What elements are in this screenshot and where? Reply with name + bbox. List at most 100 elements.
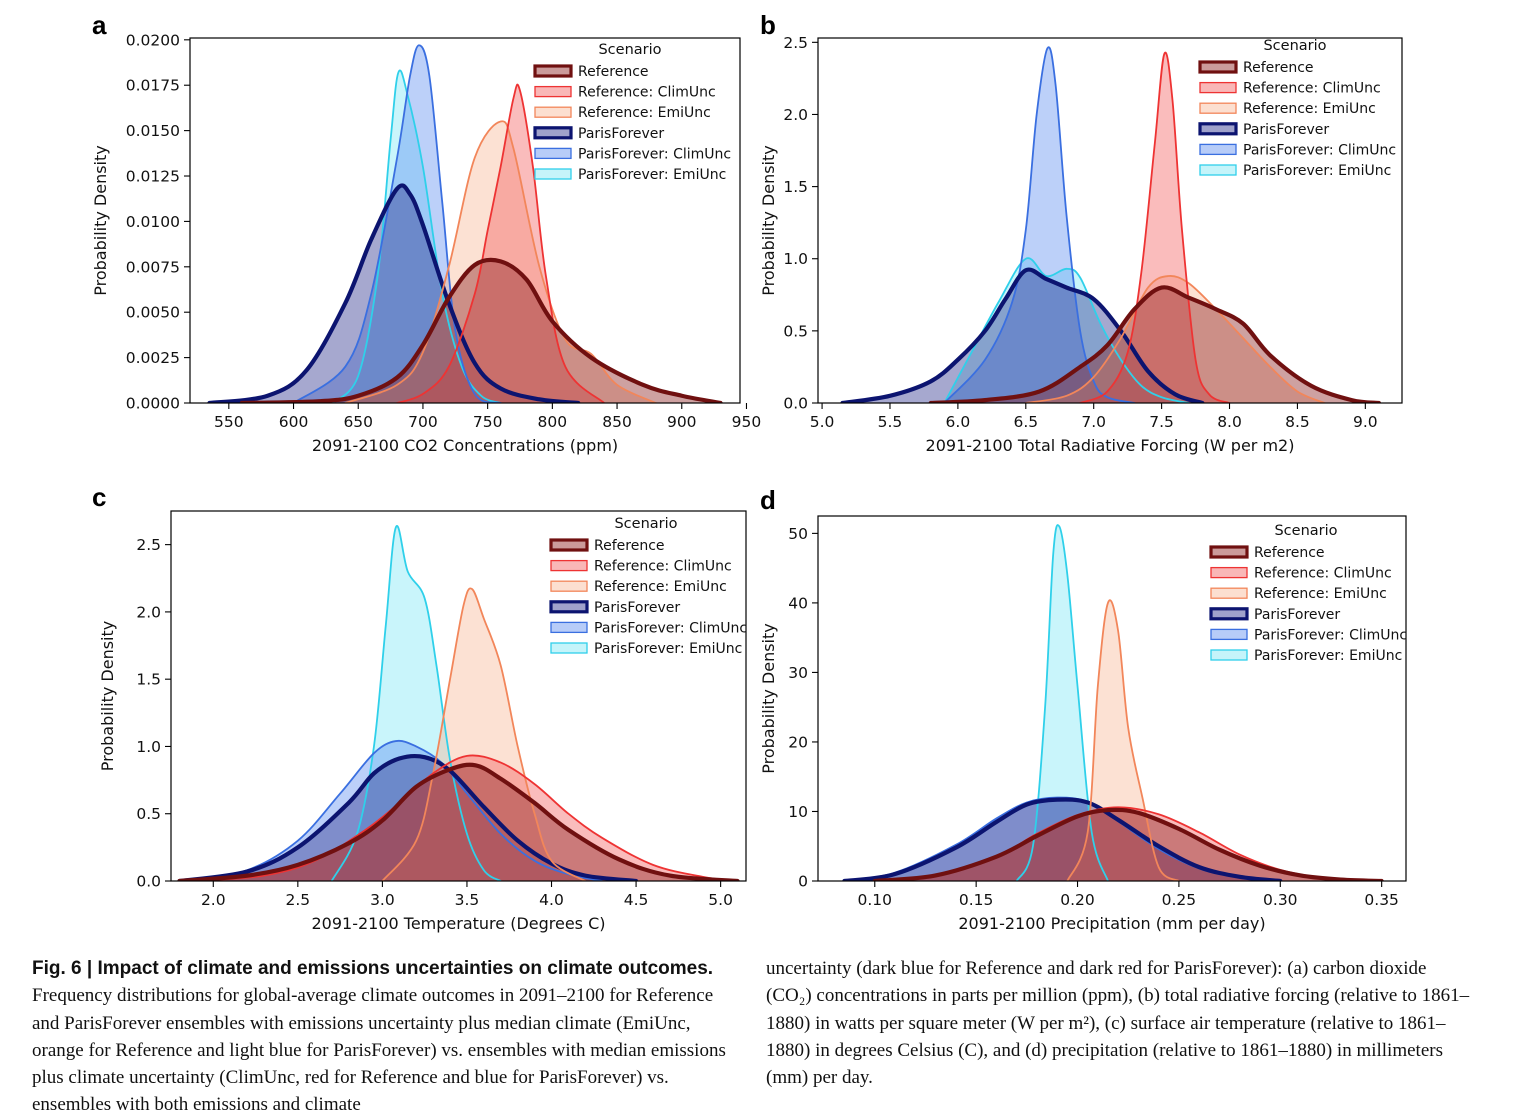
- legend-swatch: [1199, 81, 1237, 94]
- x-tick-label: 0.30: [1263, 891, 1298, 909]
- density-line-5: [943, 46, 1136, 403]
- x-tick-label: 650: [343, 413, 373, 431]
- plot-area: [207, 44, 723, 403]
- legend-entry: ParisForever: EmiUnc: [578, 167, 726, 183]
- x-tick-label: 5.0: [810, 413, 835, 431]
- y-tick-label: 30: [788, 664, 808, 682]
- y-tick-label: 0.0000: [126, 395, 180, 413]
- y-tick-label: 2.5: [136, 536, 161, 554]
- axes-frame: [170, 510, 747, 882]
- legend-swatch: [534, 147, 572, 160]
- legend-swatch: [549, 600, 589, 614]
- density-area-1: [930, 287, 1379, 403]
- density-area-1: [179, 764, 738, 881]
- legend: Scenario Reference Reference: ClimUnc Refer…: [533, 42, 731, 183]
- x-tick-label: 7.5: [1149, 413, 1174, 431]
- legend-title: Scenario: [1263, 38, 1326, 54]
- legend-entry: ParisForever: EmiUnc: [1243, 163, 1391, 179]
- legend-swatch: [1199, 102, 1237, 114]
- y-tick-label: 0.5: [783, 322, 808, 340]
- legend-swatch: [1210, 649, 1248, 661]
- y-tick-label: 0.0200: [126, 31, 180, 49]
- density-line-1: [928, 285, 1382, 403]
- y-tick-label: 2.5: [783, 34, 808, 52]
- y-tick-label: 1.0: [783, 250, 808, 268]
- y-axis-label: Probability Density: [98, 621, 117, 772]
- x-tick-label: 3.5: [455, 891, 480, 909]
- density-area-3: [382, 588, 586, 881]
- y-tick-label: 2.0: [783, 106, 808, 124]
- legend-swatch: [1210, 628, 1248, 641]
- density-area-5: [293, 45, 501, 403]
- density-line-6: [943, 257, 1190, 403]
- legend-entry: ParisForever: ClimUnc: [1254, 627, 1407, 643]
- density-line-2: [1079, 51, 1231, 403]
- x-axis-label: 2091-2100 Total Radiative Forcing (W per…: [926, 436, 1295, 455]
- density-line-1: [239, 257, 723, 403]
- x-axis-label: 2091-2100 Temperature (Degrees C): [311, 914, 605, 933]
- legend-entry: Reference: [1243, 60, 1314, 76]
- density-area-4: [842, 269, 1203, 403]
- density-line-5: [187, 739, 604, 881]
- y-tick-label: 50: [788, 525, 808, 543]
- caption-text-right: uncertainty (dark blue for Reference and…: [766, 958, 1470, 1089]
- legend-entry: ParisForever: ClimUnc: [594, 620, 747, 636]
- x-tick-label: 4.0: [539, 891, 564, 909]
- plot-area: [177, 525, 740, 881]
- legend-entry: ParisForever: [594, 600, 680, 616]
- legend-title: Scenario: [1274, 523, 1337, 539]
- x-tick-label: 550: [214, 413, 244, 431]
- y-tick-label: 40: [788, 594, 808, 612]
- density-area-2: [1080, 52, 1230, 403]
- legend-swatch: [1198, 122, 1238, 136]
- y-axis-label: Probability Density: [759, 623, 778, 774]
- plot-area: [842, 524, 1384, 881]
- legend-entry: ParisForever: ClimUnc: [578, 146, 731, 162]
- legend-swatch: [533, 64, 573, 78]
- x-tick-label: 2.0: [201, 891, 226, 909]
- x-tick-label: 7.0: [1081, 413, 1106, 431]
- legend-entry: Reference: ClimUnc: [1254, 566, 1392, 582]
- y-tick-label: 1.5: [136, 671, 161, 689]
- legend-swatch: [1209, 607, 1249, 621]
- x-axis-label: 2091-2100 CO2 Concentrations (ppm): [312, 436, 618, 455]
- y-tick-label: 10: [788, 803, 808, 821]
- x-tick-label: 6.0: [946, 413, 971, 431]
- figure-6: a 550 600 650 700 750 800 850 900 950 0.0000 0.0025…: [91, 10, 1407, 933]
- legend-entry: Reference: ClimUnc: [594, 559, 732, 575]
- x-tick-label: 5.0: [708, 891, 733, 909]
- density-area-3: [1025, 275, 1325, 403]
- legend-entry: Reference: EmiUnc: [1254, 586, 1387, 602]
- density-line-4: [177, 753, 639, 881]
- legend-entry: Reference: ClimUnc: [1243, 81, 1381, 97]
- x-tick-label: 4.5: [624, 891, 649, 909]
- legend-swatch: [1210, 587, 1248, 599]
- y-tick-label: 20: [788, 733, 808, 751]
- caption-right-column: uncertainty (dark blue for Reference and…: [766, 955, 1471, 1091]
- x-tick-label: 700: [408, 413, 438, 431]
- density-line-1: [872, 807, 1384, 881]
- x-tick-label: 0.25: [1162, 891, 1197, 909]
- x-tick-label: 900: [667, 413, 697, 431]
- legend-swatch: [1199, 143, 1237, 156]
- legend-swatch: [550, 559, 588, 572]
- density-line-4: [840, 267, 1205, 403]
- legend-entry: ParisForever: EmiUnc: [594, 641, 742, 657]
- plot-area: [840, 46, 1382, 403]
- panel-label: a: [92, 10, 107, 40]
- x-tick-label: 0.15: [959, 891, 994, 909]
- density-area-5: [944, 47, 1135, 403]
- legend-entry: Reference: [1254, 545, 1325, 561]
- y-tick-label: 0.0125: [126, 168, 180, 186]
- legend: Scenario Reference Reference: ClimUnc Refer…: [1209, 523, 1407, 664]
- density-area-6: [331, 525, 501, 881]
- y-tick-label: 0.0175: [126, 77, 180, 95]
- density-line-4: [207, 183, 581, 403]
- legend-entry: ParisForever: [578, 126, 664, 142]
- y-tick-label: 0.5: [136, 805, 161, 823]
- density-area-1: [874, 809, 1382, 881]
- axes-frame: [189, 37, 741, 404]
- legend-entry: ParisForever: EmiUnc: [1254, 648, 1402, 664]
- x-axis-label: 2091-2100 Precipitation (mm per day): [958, 914, 1265, 933]
- panel-b: b 5.0 5.5 6.0 6.5 7.0 7.5 8.0 8.5 9.0 0.0 0.5 1.0 1.5…: [759, 10, 1403, 455]
